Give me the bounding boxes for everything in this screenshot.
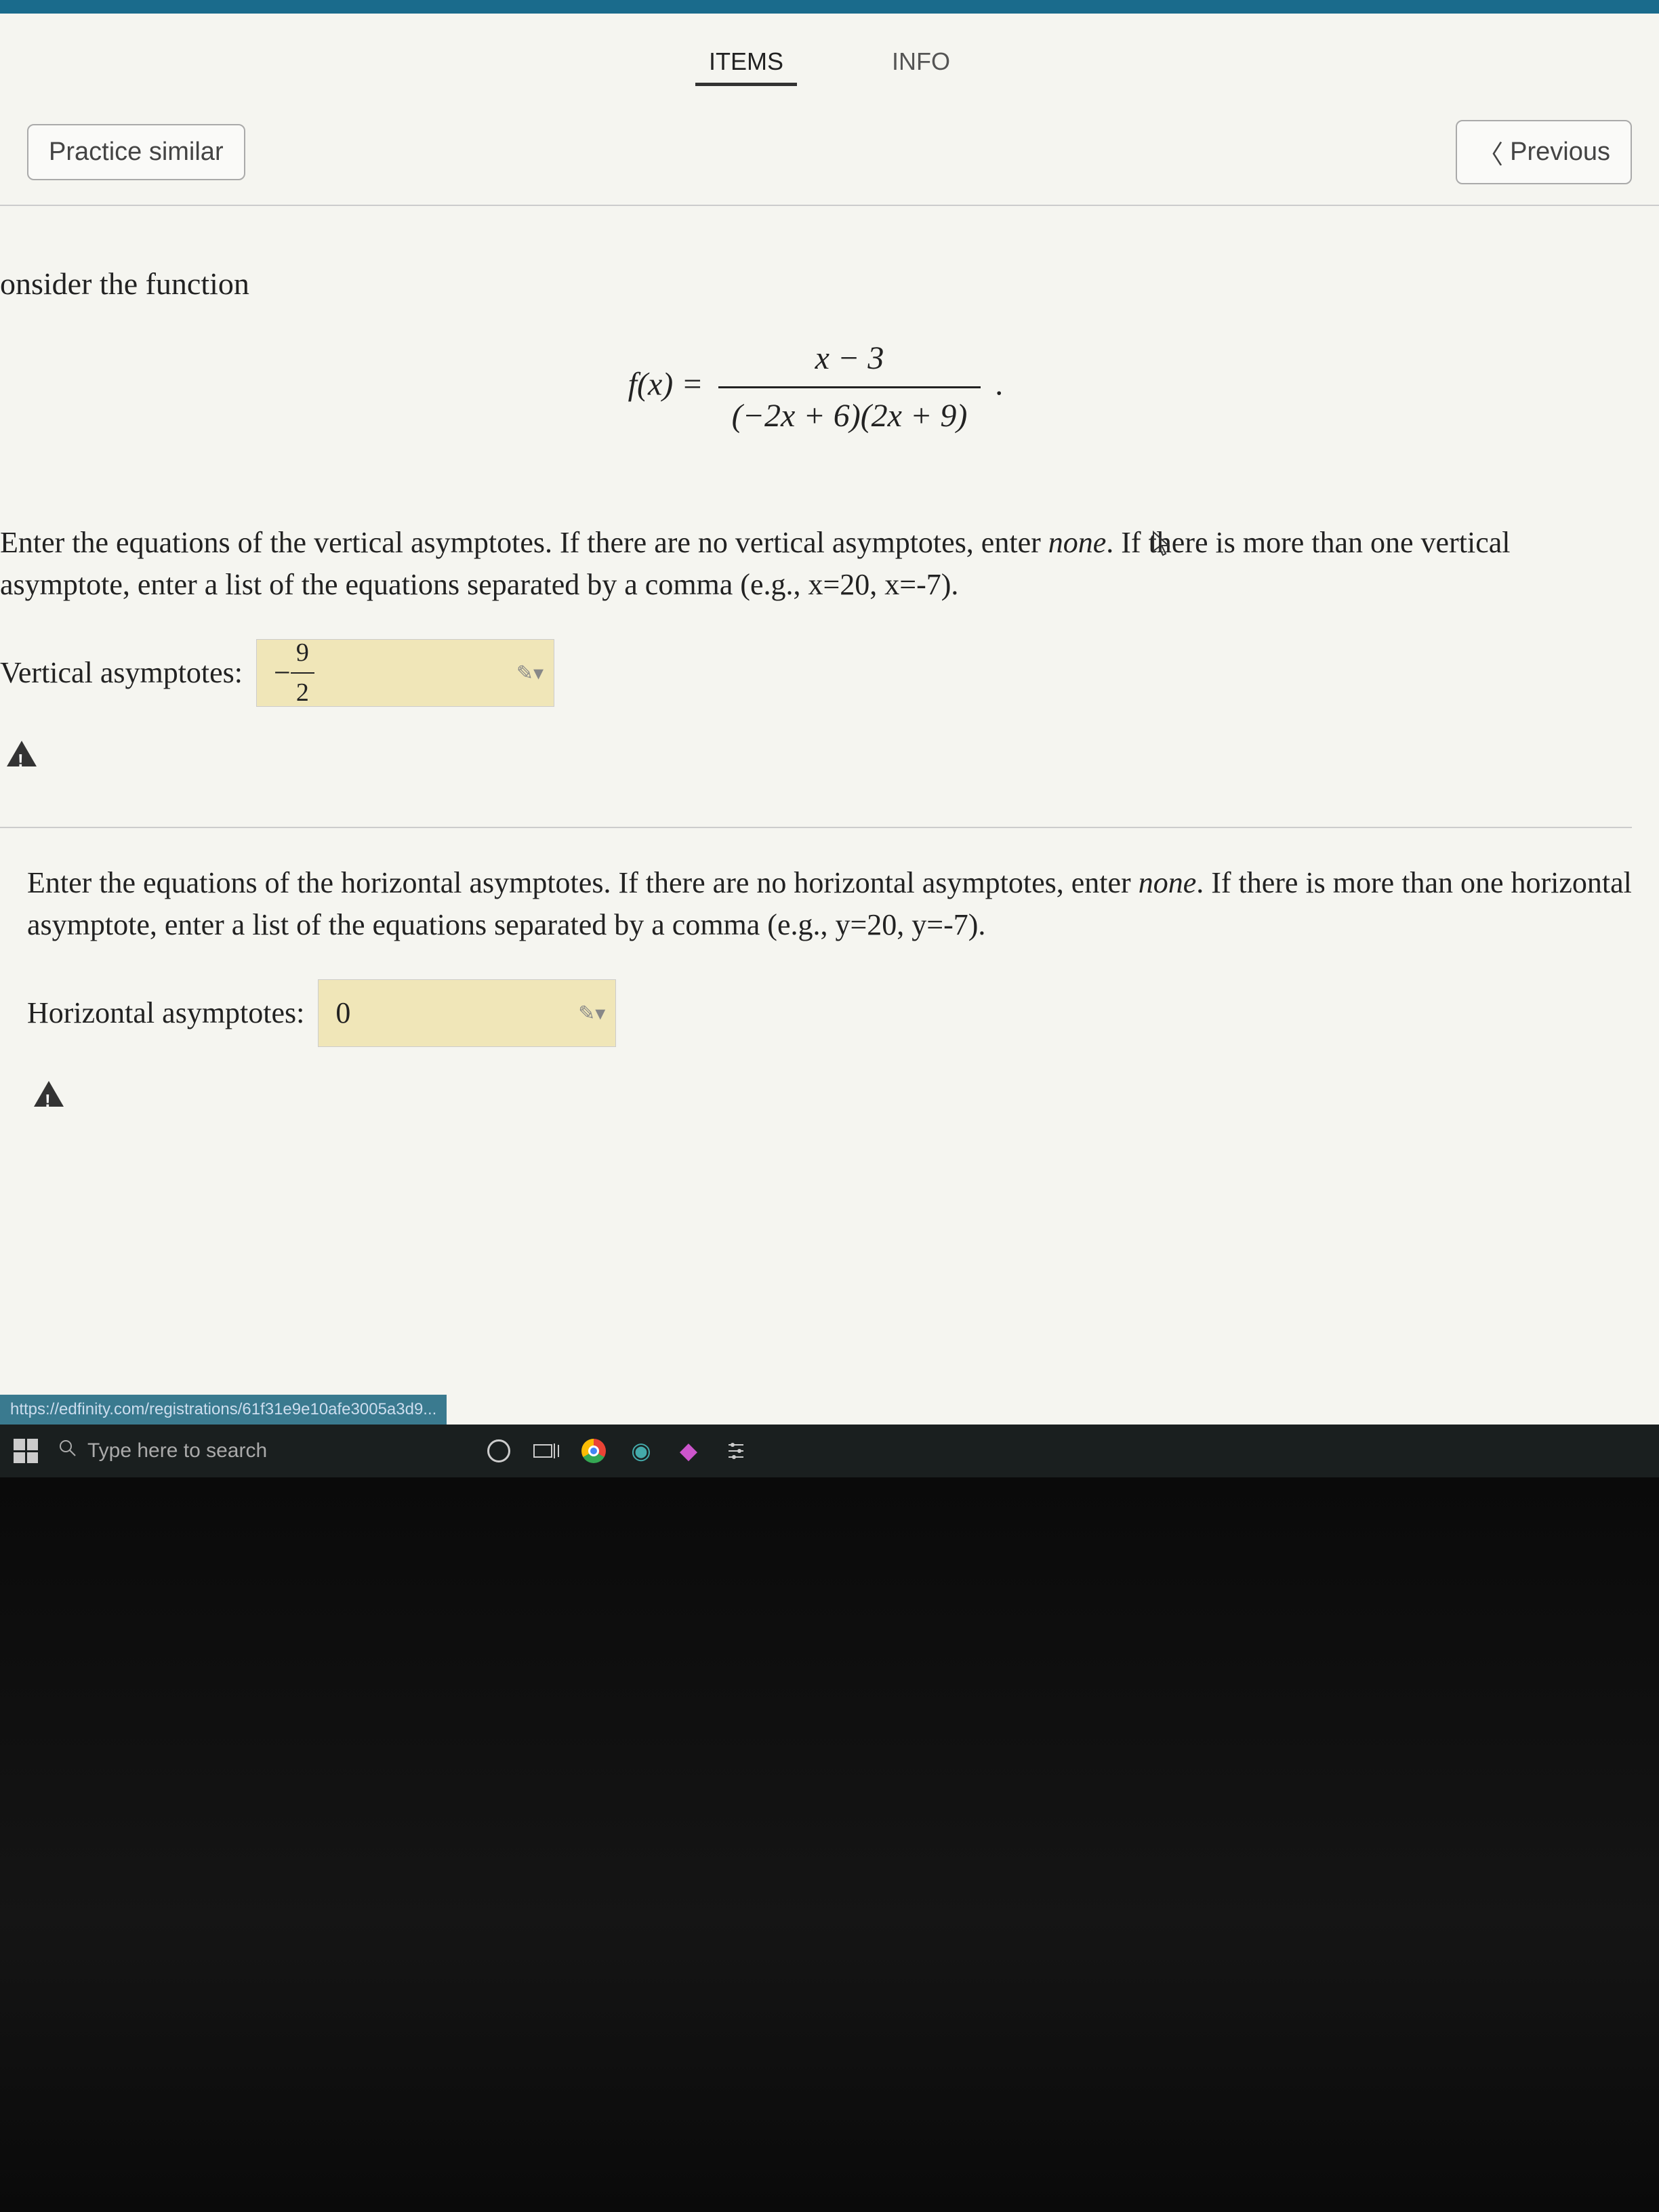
previous-label: Previous	[1510, 138, 1610, 167]
windows-taskbar[interactable]: Type here to search ◉ ◆	[0, 1425, 1659, 1477]
q1-answer-row: Vertical asymptotes: − 9 2 ✎▾	[0, 639, 1632, 707]
search-placeholder: Type here to search	[87, 1439, 267, 1462]
task-view-icon[interactable]	[533, 1437, 560, 1465]
answer-fraction: 9 2	[291, 634, 314, 712]
function-formula: f(x) = x − 3 (−2x + 6)(2x + 9) .	[0, 334, 1632, 441]
formula-period: .	[996, 367, 1004, 403]
problem-intro: onsider the function	[0, 260, 1632, 307]
nav-row: Practice similar 〈 Previous	[0, 100, 1659, 206]
section-separator	[0, 827, 1632, 828]
windows-start-icon[interactable]	[14, 1439, 38, 1463]
answer-sign: −	[274, 651, 291, 695]
taskbar-search[interactable]: Type here to search	[58, 1439, 465, 1463]
q2-answer-row: Horizontal asymptotes: 0 ✎▾	[27, 979, 1632, 1047]
cortana-icon[interactable]	[485, 1437, 512, 1465]
problem-content: onsider the function f(x) = x − 3 (−2x +…	[0, 206, 1659, 1174]
fraction: x − 3 (−2x + 6)(2x + 9)	[718, 334, 981, 441]
q1-label: Vertical asymptotes:	[0, 651, 243, 695]
status-url: https://edfinity.com/registrations/61f31…	[0, 1395, 447, 1425]
denominator: (−2x + 6)(2x + 9)	[718, 388, 981, 441]
pencil-icon[interactable]: ✎▾	[516, 658, 544, 689]
cursor-icon	[1152, 529, 1172, 569]
q2-instructions: Enter the equations of the horizontal as…	[27, 862, 1632, 945]
warning-icon	[34, 1081, 64, 1107]
answer-value: 0	[335, 991, 350, 1036]
vertical-asymptotes-input[interactable]: − 9 2 ✎▾	[256, 639, 554, 707]
browser-top-strip	[0, 0, 1659, 14]
practice-similar-button[interactable]: Practice similar	[27, 124, 245, 180]
tab-info[interactable]: INFO	[878, 41, 964, 86]
pencil-icon[interactable]: ✎▾	[578, 998, 605, 1029]
tab-bar: ITEMS INFO	[0, 14, 1659, 100]
horizontal-asymptotes-input[interactable]: 0 ✎▾	[318, 979, 616, 1047]
previous-button[interactable]: 〈 Previous	[1456, 120, 1632, 184]
app-icon-1[interactable]: ◉	[628, 1437, 655, 1465]
numerator: x − 3	[718, 334, 981, 388]
fx-lhs: f(x) =	[628, 367, 703, 403]
chrome-icon[interactable]	[580, 1437, 607, 1465]
q2-label: Horizontal asymptotes:	[27, 991, 304, 1036]
tab-items[interactable]: ITEMS	[695, 41, 797, 86]
laptop-bezel-keyboard	[0, 1477, 1659, 2212]
app-icon-2[interactable]: ◆	[675, 1437, 702, 1465]
search-icon	[58, 1439, 77, 1463]
settings-icon[interactable]	[722, 1437, 750, 1465]
chevron-left-icon: 〈	[1477, 134, 1503, 171]
warning-icon	[7, 741, 37, 766]
q1-instructions: Enter the equations of the vertical asym…	[0, 522, 1632, 605]
